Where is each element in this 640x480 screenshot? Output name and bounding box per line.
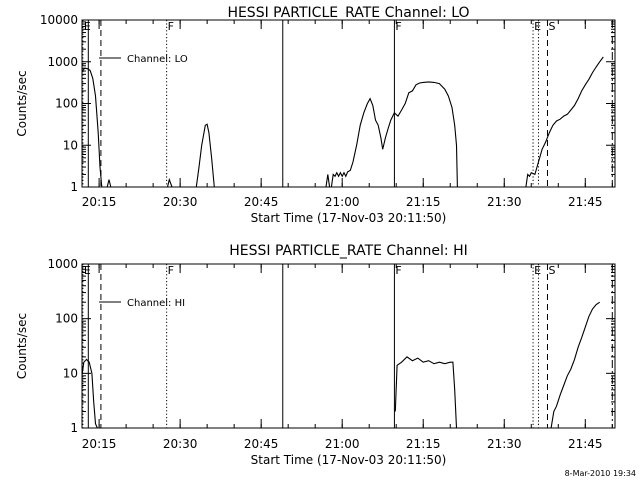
date-stamp: 8-Mar-2010 19:34 — [565, 469, 636, 478]
x-tick-label: 21:30 — [487, 195, 522, 209]
y-tick-label: 10000 — [40, 13, 78, 27]
y-tick-label: 10 — [63, 366, 78, 380]
y-tick-label: 100 — [55, 97, 78, 111]
x-tick-label: 20:45 — [244, 195, 279, 209]
x-tick-label: 21:45 — [568, 195, 603, 209]
x-tick-label: 20:15 — [82, 195, 117, 209]
event-marker-label: F — [395, 20, 401, 33]
plot-frame — [81, 19, 616, 188]
event-marker-label: E — [534, 264, 541, 277]
x-tick-label: 21:00 — [325, 437, 360, 451]
x-tick-label: 20:15 — [82, 437, 117, 451]
y-axis-label: Counts/sec — [15, 70, 29, 136]
y-axis-label: Counts/sec — [15, 313, 29, 379]
plot-frame — [81, 263, 616, 429]
event-marker-label: E — [84, 20, 91, 33]
legend-label: Channel: HI — [127, 298, 185, 309]
y-tick-label: 10 — [63, 138, 78, 152]
x-tick-label: 21:00 — [325, 195, 360, 209]
event-marker-label: S — [548, 264, 555, 277]
chart-title: HESSI PARTICLE_RATE Channel: HI — [229, 243, 467, 259]
series-line — [81, 301, 601, 429]
x-tick-label: 20:30 — [163, 195, 198, 209]
x-tick-label: 20:45 — [244, 437, 279, 451]
series-line — [81, 56, 604, 188]
y-tick-label: 1000 — [47, 257, 78, 271]
event-marker-label: F — [395, 264, 401, 277]
y-tick-label: 1 — [70, 180, 78, 194]
y-tick-label: 1 — [70, 421, 78, 435]
legend-label: Channel: LO — [127, 54, 188, 65]
chart-title: HESSI PARTICLE_RATE Channel: LO — [227, 5, 469, 21]
x-tick-label: 21:45 — [568, 437, 603, 451]
panel-lo-channel: HESSI PARTICLE_RATE Channel: LO Counts/se… — [15, 5, 616, 225]
event-marker-label: E — [534, 20, 541, 33]
event-marker-label: E — [84, 264, 91, 277]
event-marker-label: S — [548, 20, 555, 33]
x-axis-label: Start Time (17-Nov-03 20:11:50) — [251, 211, 447, 225]
x-tick-label: 20:30 — [163, 437, 198, 451]
x-tick-label: 21:15 — [406, 195, 441, 209]
event-marker-label: F — [168, 264, 174, 277]
x-axis-label: Start Time (17-Nov-03 20:11:50) — [251, 453, 447, 467]
x-tick-label: 21:30 — [487, 437, 522, 451]
x-tick-label: 21:15 — [406, 437, 441, 451]
y-tick-label: 100 — [55, 312, 78, 326]
event-marker-label: F — [168, 20, 174, 33]
y-tick-label: 1000 — [47, 55, 78, 69]
panel-hi-channel: HESSI PARTICLE_RATE Channel: HI Counts/se… — [15, 243, 616, 467]
